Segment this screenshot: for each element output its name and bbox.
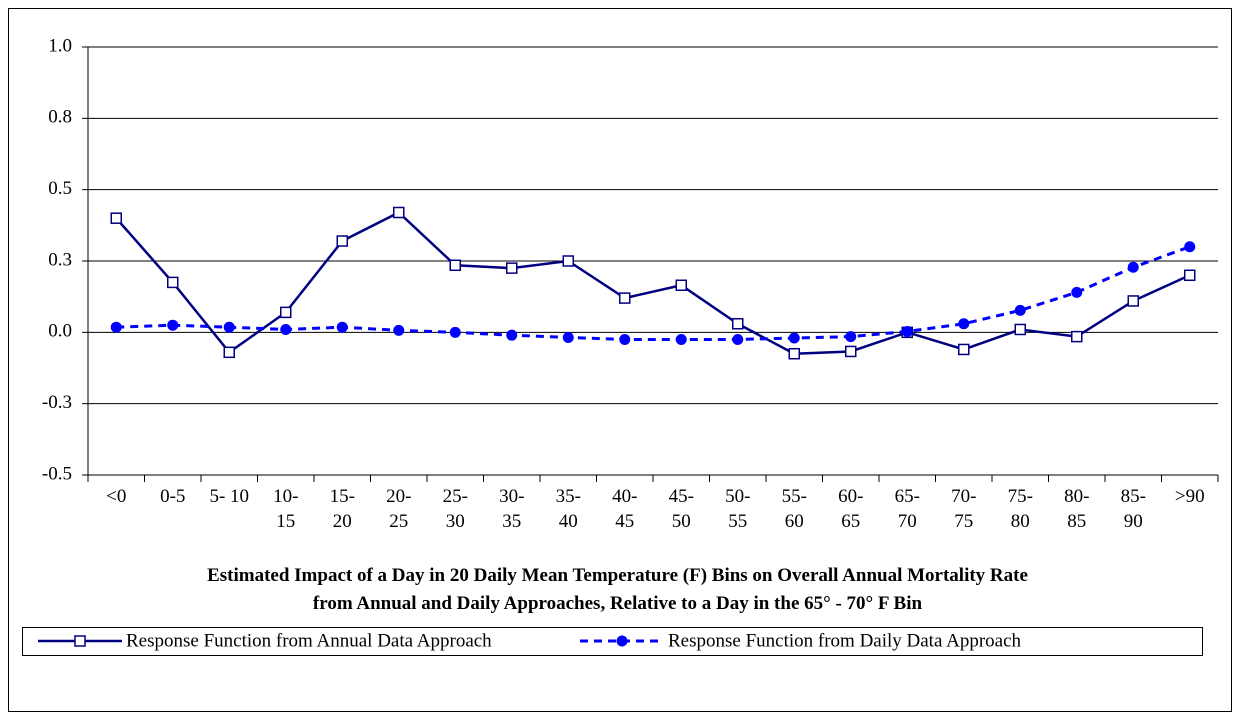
chart-title: from Annual and Daily Approaches, Relati… [312, 593, 923, 614]
legend-label: Response Function from Annual Data Appro… [126, 630, 492, 651]
marker [958, 343, 970, 356]
x-tick-label: 15- 20 [329, 486, 355, 532]
marker [110, 212, 122, 224]
x-tick-label: 45- 50 [668, 486, 694, 532]
marker [845, 345, 857, 358]
marker [1014, 304, 1026, 316]
x-tick-label: 65- 70 [894, 486, 920, 532]
x-tick-label: 20- 25 [386, 486, 412, 532]
marker [167, 276, 179, 289]
x-tick-label: 70- 75 [951, 486, 977, 532]
marker [732, 318, 744, 330]
x-tick-label: 5- 10 [209, 486, 250, 507]
x-tick-label: 10- 15 [273, 486, 299, 532]
marker [619, 333, 631, 345]
marker [562, 255, 574, 267]
series-line [116, 245, 1191, 341]
marker [506, 329, 518, 341]
x-tick-label: 85- 90 [1120, 486, 1146, 532]
marker [732, 333, 744, 345]
x-tick-label: 30- 35 [499, 486, 525, 532]
x-tick-label: 80- 85 [1064, 486, 1090, 532]
marker [1071, 330, 1083, 343]
x-tick-label: 35- 40 [555, 486, 581, 532]
marker [223, 321, 235, 333]
marker [1127, 295, 1139, 307]
x-tick-label: 55- 60 [781, 486, 807, 532]
marker [280, 323, 292, 335]
series-line [115, 210, 1191, 355]
marker [1184, 241, 1196, 253]
legend-label: Response Function from Daily Data Approa… [668, 630, 1022, 651]
legend-box [22, 627, 1203, 656]
marker [845, 331, 857, 343]
marker [506, 262, 518, 274]
marker [675, 333, 687, 345]
marker [1184, 269, 1196, 282]
marker [449, 259, 461, 272]
x-tick-label: 75- 80 [1007, 486, 1033, 532]
marker [562, 331, 574, 343]
legend-marker [74, 635, 86, 647]
marker [167, 319, 179, 331]
y-tick-label: 0.3 [48, 249, 72, 270]
marker [393, 206, 405, 219]
marker [958, 318, 970, 330]
x-tick-label: 60- 65 [838, 486, 864, 532]
y-tick-label: 0.0 [48, 321, 72, 342]
legend-marker [616, 635, 628, 647]
chart-border [8, 8, 1232, 712]
marker [788, 347, 800, 360]
marker [675, 279, 687, 292]
marker [336, 321, 348, 333]
marker [1014, 323, 1026, 336]
y-tick-label: -0.3 [42, 392, 72, 413]
marker [901, 325, 913, 337]
y-tick-label: 1.0 [48, 35, 72, 56]
x-tick-label: 25- 30 [442, 486, 468, 532]
x-tick-label: 0-5 [160, 486, 186, 507]
chart-title: Estimated Impact of a Day in 20 Daily Me… [207, 565, 1028, 586]
marker [1071, 286, 1083, 298]
marker [619, 292, 631, 304]
marker [449, 326, 461, 338]
marker [788, 332, 800, 344]
x-tick-label: <0 [106, 486, 127, 507]
marker [393, 324, 405, 336]
x-tick-label: 50- 55 [725, 486, 751, 532]
marker [223, 346, 235, 359]
x-tick-label: >90 [1174, 486, 1205, 507]
marker [336, 235, 348, 247]
y-tick-label: 0.5 [48, 178, 72, 199]
marker [1127, 261, 1139, 273]
y-tick-label: -0.5 [42, 463, 72, 484]
marker [110, 321, 122, 333]
x-tick-label: 40- 45 [612, 486, 638, 532]
marker [280, 306, 292, 319]
y-tick-label: 0.8 [48, 107, 72, 128]
